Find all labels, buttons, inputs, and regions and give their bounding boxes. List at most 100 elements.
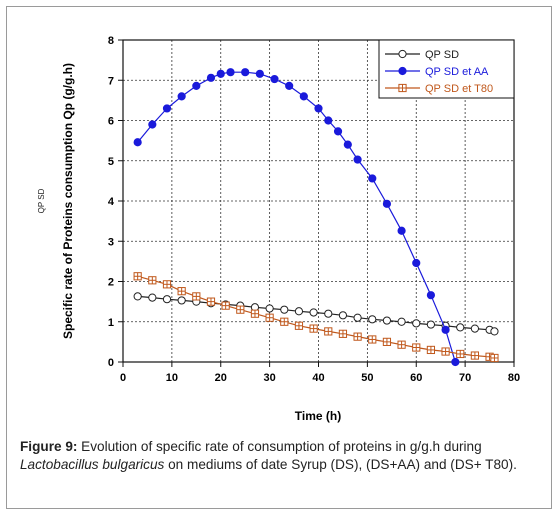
data-point [353,332,362,341]
series-layer [133,68,499,367]
x-tick-label: 0 [120,372,126,384]
series-2 [133,68,460,367]
data-point [397,340,406,349]
y-tick-label: 3 [108,236,114,248]
data-point [206,297,216,306]
data-point [412,258,421,268]
data-point [133,138,142,147]
data-point [490,353,499,363]
data-point [324,327,333,336]
data-point [285,81,294,90]
data-point [216,69,225,78]
legend-label: QP SD et AA [425,66,489,78]
data-point [324,309,333,318]
y-tick-label: 0 [108,357,114,369]
data-point [333,127,343,136]
y-tick-label: 6 [108,116,114,128]
x-tick-label: 20 [215,372,227,384]
data-point [294,307,304,316]
x-tick-label: 40 [312,372,324,384]
data-point [441,347,450,356]
data-point [162,104,172,113]
data-point [265,304,274,313]
x-axis-label: Time (h) [295,409,341,423]
x-tick-label: 10 [166,372,178,384]
data-point [412,319,421,328]
series-1 [133,292,499,336]
data-point [226,68,235,77]
data-point [397,226,406,235]
x-tick-label: 70 [459,372,471,384]
data-point [270,74,279,84]
series-line [137,275,495,359]
data-point [338,311,348,320]
data-point [148,120,157,129]
data-point [456,323,465,332]
data-point [382,337,392,346]
data-point [206,73,216,82]
caption-text-1: Evolution of specific rate of consumptio… [77,439,482,454]
caption-text-2: on mediums of date Syrup (DS), (DS+AA) a… [164,457,517,472]
data-point [309,324,318,333]
y-tick-label: 1 [108,317,114,329]
data-point [324,116,333,125]
legend-label: QP SD [425,49,459,61]
data-point [177,296,186,305]
y-tick-label: 5 [108,156,114,168]
data-point [177,92,186,101]
y-tick-label: 8 [108,35,114,47]
axis-ticks: 0 10 20 30 40 50 60 70 80 0 1 2 3 4 5 6 7 8 [108,35,520,384]
data-point [490,327,499,336]
data-point [294,321,304,330]
data-point [250,309,260,318]
data-point [398,66,407,76]
data-point [177,287,186,296]
x-tick-label: 60 [410,372,422,384]
data-point [412,343,421,352]
data-point [255,69,264,78]
data-point [368,335,377,344]
data-point [368,174,377,183]
data-point [398,49,407,59]
data-point [162,295,172,304]
legend-label: QP SD et T80 [425,83,493,95]
data-point [470,324,479,333]
data-point [338,329,348,338]
caption-label: Figure 9: [20,439,78,454]
data-point [398,83,407,93]
data-point [148,276,157,285]
side-label: QP SD [37,188,46,213]
data-point [241,68,250,77]
data-point [426,320,436,329]
grid [123,40,514,362]
data-point [236,305,245,314]
data-point [280,317,289,326]
y-tick-label: 2 [108,277,114,289]
data-point [382,199,392,208]
data-point [133,292,142,301]
x-tick-label: 80 [508,372,520,384]
y-tick-label: 4 [108,196,115,208]
data-point [441,325,450,334]
data-point [382,316,392,325]
y-tick-label: 7 [108,75,114,87]
data-point [314,104,323,113]
data-point [133,272,142,281]
data-point [192,292,201,301]
data-point [451,357,460,367]
series-3 [133,272,499,363]
data-point [353,155,362,164]
data-point [299,92,308,101]
data-point [265,313,274,322]
y-axis-label: Specific rate of Proteins consumption Qp… [61,63,75,339]
data-point [221,301,230,310]
data-point [368,315,377,324]
caption-organism: Lactobacillus bulgaricus [20,457,165,472]
data-point [456,349,465,359]
data-point [470,351,479,360]
x-tick-label: 30 [264,372,276,384]
data-point [426,291,436,300]
legend: QP SD QP SD et AA QP SD et T80 [378,39,515,99]
data-point [192,81,201,90]
data-point [309,308,318,317]
